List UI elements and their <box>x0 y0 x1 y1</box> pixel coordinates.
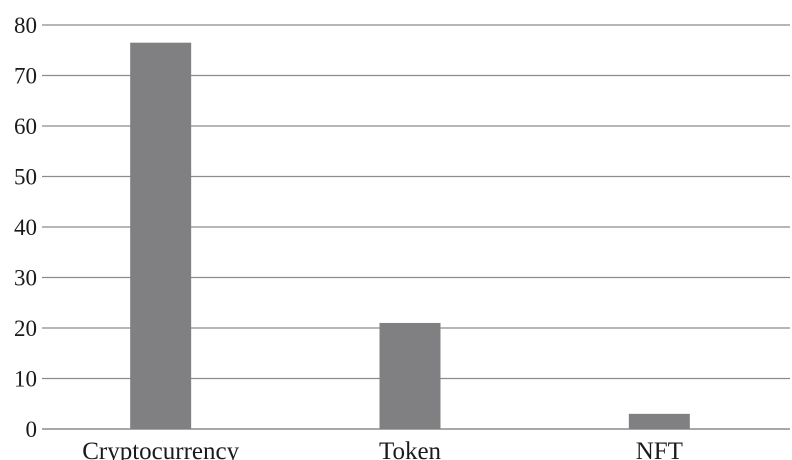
y-tick-label-40: 40 <box>14 215 37 240</box>
category-label-nft: NFT <box>636 438 683 460</box>
y-tick-label-60: 60 <box>14 114 37 139</box>
category-label-token: Token <box>379 438 442 460</box>
bar-cryptocurrency <box>130 42 192 430</box>
y-axis-tick-labels: 0 10 20 30 40 50 60 70 80 <box>14 13 37 442</box>
y-tick-label-80: 80 <box>14 13 37 38</box>
y-tick-label-30: 30 <box>14 266 37 291</box>
bars <box>130 42 690 430</box>
x-axis-category-labels: Cryptocurrency Token NFT <box>82 438 683 460</box>
bar-token <box>379 322 441 429</box>
category-label-cryptocurrency: Cryptocurrency <box>82 438 239 460</box>
y-tick-label-50: 50 <box>14 165 37 190</box>
y-tick-label-0: 0 <box>26 417 38 442</box>
bar-nft <box>628 413 690 429</box>
y-tick-label-20: 20 <box>14 316 37 341</box>
y-tick-label-70: 70 <box>14 64 37 89</box>
y-tick-label-10: 10 <box>14 367 37 392</box>
